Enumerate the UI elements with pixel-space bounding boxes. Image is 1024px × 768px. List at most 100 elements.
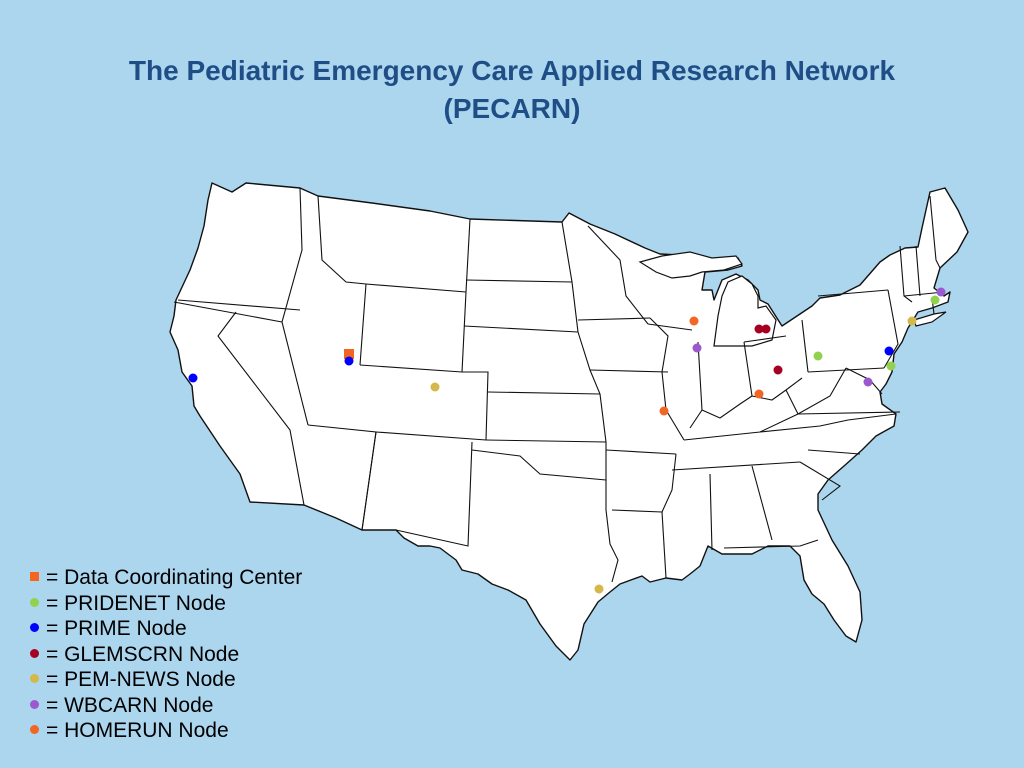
border-oh-mi [743, 335, 787, 343]
border-tx-ar-la [605, 442, 619, 583]
glemscrn-node-detroit-1 [754, 324, 764, 334]
border-id-mt [317, 195, 367, 285]
homerun-node-milwaukee [689, 316, 699, 326]
border-ca-nv [217, 311, 305, 506]
wbcarn-node-chicago [692, 343, 702, 353]
border-vt-nh [915, 245, 921, 297]
legend-item-pridenet: = PRIDENET Node [30, 591, 302, 617]
homerun-node-cincinnati [754, 389, 764, 399]
border-ne-co [462, 371, 489, 441]
title-line-2: (PECARN) [443, 93, 581, 124]
glemscrn-node-detroit-2 [761, 324, 771, 334]
network-markers [188, 287, 946, 594]
pem-news-node-denver [430, 382, 440, 392]
legend-label: = WBCARN Node [46, 693, 214, 717]
prime-node-salt-lake-city [344, 356, 354, 366]
border-az-nm [361, 431, 377, 531]
dot-marker-icon [30, 674, 39, 684]
legend-item-glemscrn: = GLEMSCRN Node [30, 642, 302, 668]
border-wi-il [647, 323, 693, 331]
border-or-ca-nv [173, 301, 283, 323]
border-ga-fl [723, 539, 819, 549]
legend-item-pem-news: = PEM-NEWS Node [30, 667, 302, 693]
title-line-1: The Pediatric Emergency Care Applied Res… [128, 55, 896, 86]
legend-label: = HOMERUN Node [46, 719, 229, 742]
border-nv-ut [281, 321, 309, 426]
border-mn-ia [577, 317, 651, 321]
border-wv-va [785, 367, 847, 415]
border-wa-id [299, 187, 303, 251]
legend-label: = GLEMSCRN Node [46, 642, 240, 666]
border-ia-mo [589, 369, 669, 373]
border-ne-ks [487, 391, 601, 395]
legend-item-dcc: = Data Coordinating Center [30, 565, 302, 591]
dot-marker-icon [30, 725, 39, 735]
michigan-upper-peninsula [638, 251, 743, 279]
pridenet-node-pittsburgh [813, 351, 823, 361]
border-pa-md [807, 367, 885, 373]
legend-label: = PEM-NEWS Node [46, 668, 236, 691]
border-in-oh [743, 341, 753, 397]
prime-node-philadelphia [884, 346, 894, 356]
border-mo-ar [605, 449, 677, 455]
wbcarn-node-boston [936, 287, 946, 297]
border-ga-sc [799, 461, 841, 501]
pridenet-node-baltimore [886, 361, 896, 371]
pridenet-node-providence [930, 295, 940, 305]
border-pa-ny [817, 289, 889, 297]
border-tn-nc [759, 413, 897, 433]
border-wa-or [177, 299, 301, 311]
border-ks-ok [485, 439, 607, 443]
border-oh-ky-wv [751, 377, 803, 401]
border-ia-il [649, 317, 669, 373]
border-al-ga [751, 465, 773, 541]
border-wy-co [359, 364, 463, 373]
border-nc-sc [807, 449, 861, 455]
border-va-nc [797, 411, 901, 415]
prime-node-sacramento [188, 373, 198, 383]
legend-item-homerun: = HOMERUN Node [30, 718, 302, 744]
border-ok-tx [471, 449, 607, 481]
border-mt-wy [365, 283, 467, 293]
legend: = Data Coordinating Center = PRIDENET No… [30, 565, 302, 744]
square-marker-icon [30, 572, 39, 582]
pem-news-node-houston [594, 584, 604, 594]
dot-marker-icon [30, 597, 39, 607]
border-wy-sd-ne [461, 291, 467, 373]
dot-marker-icon [30, 699, 39, 709]
border-co-nm [375, 431, 487, 441]
border-in-ky [701, 395, 753, 419]
border-id-wy-ut [359, 283, 367, 366]
legend-label: = PRIDENET Node [46, 591, 226, 615]
legend-item-wbcarn: = WBCARN Node [30, 693, 302, 719]
border-nm-tx [395, 441, 473, 547]
border-ms-al [709, 473, 713, 551]
border-ne-ia-mo [577, 331, 607, 443]
border-sd-ne [463, 325, 579, 333]
border-nd-mn [561, 221, 579, 333]
legend-label: = Data Coordinating Center [46, 566, 303, 589]
page-title: The Pediatric Emergency Care Applied Res… [0, 52, 1024, 128]
border-nd-sd [465, 279, 573, 283]
border-pa-nj [883, 289, 899, 369]
pem-news-node-new-york [907, 316, 917, 326]
legend-label: = PRIME Node [46, 617, 187, 640]
border-mn-wi [587, 225, 649, 325]
contiguous-us-outline [169, 182, 969, 661]
border-nh-me [929, 195, 941, 269]
border-ar-tn-ms [661, 453, 677, 513]
dot-marker-icon [30, 623, 39, 633]
glemscrn-node-columbus [773, 365, 783, 375]
border-oh-pa [801, 319, 809, 373]
border-tn-ms-al-ga [671, 461, 801, 471]
dcc-marker-salt-lake-city [344, 349, 354, 359]
border-ar-la [611, 509, 663, 513]
border-ms-la [661, 511, 667, 579]
legend-item-prime: = PRIME Node [30, 616, 302, 642]
homerun-node-st-louis [659, 406, 669, 416]
long-island [913, 311, 947, 327]
border-or-id [281, 249, 303, 323]
dot-marker-icon [30, 648, 39, 658]
state-borders [173, 187, 945, 583]
